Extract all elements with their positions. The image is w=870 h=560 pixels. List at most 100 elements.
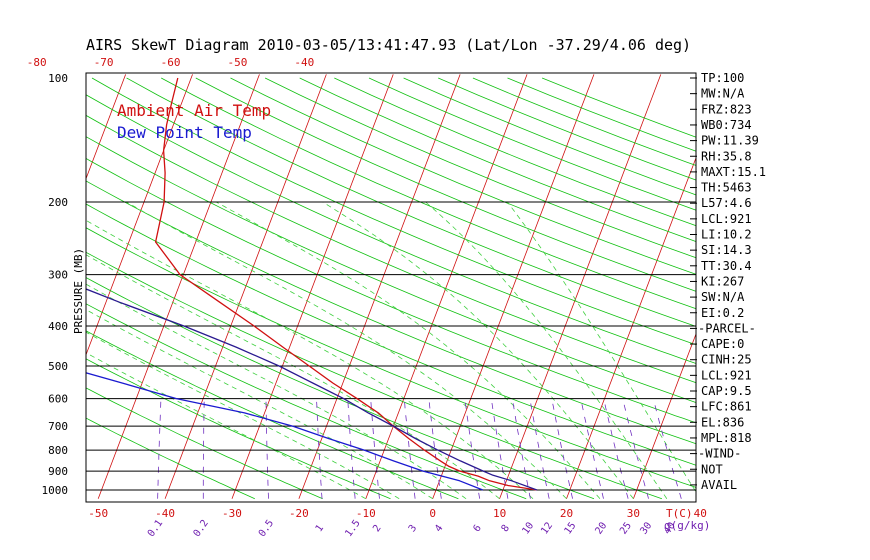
dry-adiabat <box>86 158 696 424</box>
dry-adiabat <box>86 203 696 466</box>
moist-adiabat <box>507 201 696 493</box>
isotherm <box>86 74 127 180</box>
mixing-ratio-label: 12 <box>539 520 555 536</box>
bottom-temp-tick: 0 <box>429 507 436 520</box>
plot-background <box>86 73 696 502</box>
bottom-temp-tick: -20 <box>289 507 309 520</box>
mixing-ratio-line <box>551 398 573 499</box>
mixing-ratio-label: 4 <box>433 523 445 534</box>
top-temp-tick: -50 <box>227 56 247 69</box>
index-8: L57:4.6 <box>701 196 752 210</box>
y-axis-label: PRESSURE (MB) <box>72 248 85 334</box>
index-23: MPL:818 <box>701 431 752 445</box>
dry-adiabat <box>86 227 696 488</box>
moist-adiabat <box>86 254 500 500</box>
top-temp-tick: -70 <box>94 56 114 69</box>
dry-adiabat <box>86 303 527 500</box>
index-12: TT:30.4 <box>701 259 752 273</box>
bottom-temp-tick: -40 <box>155 507 175 520</box>
series-ambient-air-temp <box>154 77 538 491</box>
isotherm <box>86 74 193 356</box>
mixing-ratio-line <box>157 398 162 499</box>
dry-adiabat <box>86 277 595 500</box>
mixing-ratio-label: 30 <box>638 520 654 536</box>
bottom-temp-tick: 30 <box>627 507 640 520</box>
mixing-ratio-label: 25 <box>618 520 634 536</box>
dry-adiabat <box>86 114 696 384</box>
dry-adiabat <box>86 417 255 500</box>
mixing-ratio-labels: 0.1 0.2 0.5 1 1.5 2 3 4 6 8 10 12 15 20 25 30 40 <box>146 518 678 539</box>
mixing-ratio-line <box>202 398 205 499</box>
mixing-ratio-line <box>464 398 481 499</box>
bottom-temp-tick: 40 <box>694 507 707 520</box>
mixing-ratio-line <box>347 398 356 499</box>
pressure-tick-1000: 1000 <box>42 484 69 497</box>
moist-adiabat <box>425 201 668 499</box>
mixing-ratio-line <box>603 398 629 499</box>
mixing-ratio-line <box>428 398 442 499</box>
isotherm <box>566 156 696 499</box>
index-21: LFC:861 <box>701 400 752 414</box>
pressure-tick-900: 900 <box>48 465 68 478</box>
dry-adiabat <box>126 77 696 327</box>
index-14: SW:N/A <box>701 290 745 304</box>
top-temp-tick: -40 <box>294 56 314 69</box>
index-2: FRZ:823 <box>701 102 752 116</box>
bottom-temp-tick: -10 <box>356 507 376 520</box>
bottom-temperature-tick-labels: -50 -40 -30 -20 -10 0 10 20 30 40 <box>88 507 707 520</box>
mixing-ratio-line <box>265 398 269 499</box>
moist-adiabat <box>86 309 433 500</box>
index-17: CAPE:0 <box>701 337 744 351</box>
mixing-ratio-label: 0.2 <box>192 518 211 539</box>
legend-ambient-air-temp: Ambient Air Temp <box>117 101 271 120</box>
mixing-ratio-line <box>512 398 531 499</box>
dry-adiabat <box>91 77 696 346</box>
top-temperature-tick-labels: -120-110-100-90-80-70-60-50-40 <box>27 56 314 69</box>
mixing-ratio-line <box>652 398 682 499</box>
mixing-ratio-line <box>529 398 550 499</box>
bottom-temp-tick: 10 <box>493 507 506 520</box>
pressure-tick-300: 300 <box>48 269 68 282</box>
pressure-tick-800: 800 <box>48 444 68 457</box>
x-axis-unit-label: T(C) <box>666 507 693 520</box>
mixing-ratio-label: 8 <box>500 523 512 534</box>
pressure-tick-labels: 100 200 300 400 500 600 700 800 900 1000 <box>42 72 69 497</box>
mixing-ratio-line <box>580 398 604 499</box>
pressure-tick-100: 100 <box>48 72 68 85</box>
dry-adiabat <box>195 77 696 292</box>
mixing-ratio-label: 20 <box>593 520 609 536</box>
series-dew-point-temp <box>86 372 484 491</box>
dry-adiabat <box>86 251 663 500</box>
isotherm <box>432 74 595 499</box>
index-19: LCL:921 <box>701 368 752 382</box>
pressure-tick-200: 200 <box>48 196 68 209</box>
profiles <box>86 77 538 491</box>
index-1: MW:N/A <box>701 87 745 101</box>
dry-adiabat <box>86 180 696 445</box>
isotherm <box>0 74 59 498</box>
bottom-temp-tick: 20 <box>560 507 573 520</box>
index-3: WB0:734 <box>701 118 752 132</box>
mixing-ratio-label: 0.1 <box>146 518 165 539</box>
dry-adiabat <box>86 387 323 500</box>
index-5: RH:35.8 <box>701 149 752 163</box>
index-20: CAP:9.5 <box>701 384 752 398</box>
isotherm <box>231 74 394 499</box>
mixing-ratio-unit-label: g(g/kg) <box>664 519 710 532</box>
series-parcel <box>86 288 538 491</box>
isotherm <box>633 332 696 499</box>
pressure-tick-700: 700 <box>48 420 68 433</box>
mixing-ratio-line <box>370 398 380 499</box>
pressure-tick-600: 600 <box>48 393 68 406</box>
index-22: EL:836 <box>701 415 744 429</box>
index-9: LCL:921 <box>701 212 752 226</box>
top-temp-tick: -80 <box>27 56 47 69</box>
moist-adiabat <box>86 352 366 500</box>
index-6: MAXT:15.1 <box>701 165 766 179</box>
pressure-tick-400: 400 <box>48 320 68 333</box>
index-10: LI:10.2 <box>701 228 752 242</box>
bottom-temp-tick: -30 <box>222 507 242 520</box>
index-24: -WIND- <box>698 447 741 461</box>
